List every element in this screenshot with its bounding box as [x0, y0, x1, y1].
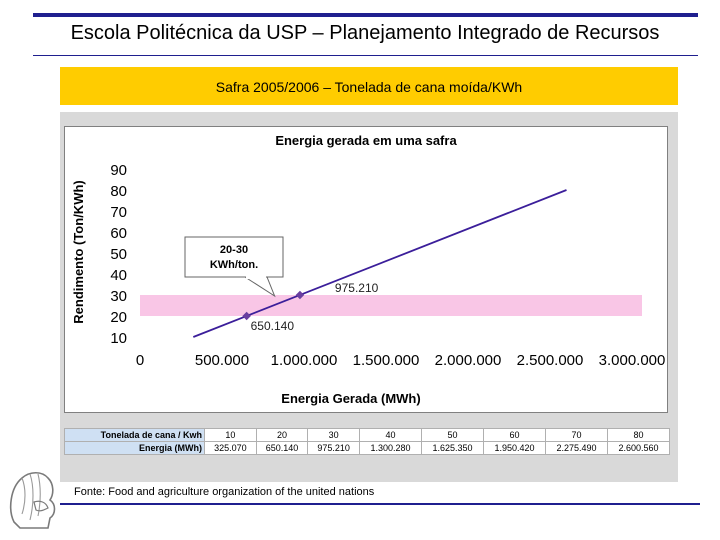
- table-cell: 50: [421, 428, 484, 442]
- table-row: Energia (MWh) 325.070 650.140 975.210 1.…: [64, 441, 671, 455]
- title-rule-bottom: [33, 55, 698, 56]
- x-tick-label: 500.000: [195, 352, 249, 369]
- y-tick-label: 70: [110, 204, 127, 221]
- banner: Safra 2005/2006 – Tonelada de cana moída…: [60, 67, 678, 105]
- helmet-logo-icon: [9, 471, 56, 529]
- chart-area: Energia gerada em uma safra Rendimento (T…: [64, 126, 668, 413]
- callout-line-1: 20-30: [220, 244, 248, 256]
- table-row: Tonelada de cana / Kwh 10 20 30 40 50 60…: [64, 428, 671, 442]
- data-table: Tonelada de cana / Kwh 10 20 30 40 50 60…: [64, 428, 671, 455]
- y-tick-label: 50: [110, 246, 127, 263]
- callout-line-2: KWh/ton.: [210, 259, 258, 271]
- y-tick-label: 20: [110, 309, 127, 326]
- y-tick-label: 60: [110, 225, 127, 242]
- table-cell: 1.300.280: [359, 441, 422, 455]
- x-tick-label: 1.500.000: [353, 352, 420, 369]
- y-tick-label: 30: [110, 288, 127, 305]
- y-tick-label: 80: [110, 183, 127, 200]
- table-cell: 2.600.560: [606, 441, 671, 455]
- x-tick-label: 3.000.000: [599, 352, 666, 369]
- table-cell: 2.275.490: [544, 441, 608, 455]
- data-point: [295, 290, 305, 300]
- chart-svg: Energia gerada em uma safra Rendimento (T…: [71, 133, 666, 406]
- table-cell: 1.950.420: [482, 441, 546, 455]
- x-tick-label: 2.500.000: [517, 352, 584, 369]
- x-tick-label: 0: [136, 352, 144, 369]
- slide-title: Escola Politécnica da USP – Planejamento…: [70, 22, 660, 44]
- table-cell: 10: [204, 428, 257, 442]
- source-note: Fonte: Food and agriculture organization…: [74, 486, 375, 498]
- callout-box: [184, 236, 284, 278]
- table-cell: 20: [255, 428, 309, 442]
- data-point-label: 650.140: [251, 319, 295, 333]
- table-cell: 1.625.350: [421, 441, 484, 455]
- table-cell: 975.210: [307, 441, 361, 455]
- y-tick-label: 10: [110, 330, 127, 347]
- x-axis-label: Energia Gerada (MWh): [281, 391, 420, 406]
- table-header-cell: Tonelada de cana / Kwh: [64, 428, 205, 442]
- y-axis-label: Rendimento (Ton/KWh): [71, 180, 86, 323]
- chart-title: Energia gerada em uma safra: [275, 133, 457, 148]
- y-tick-label: 90: [110, 162, 127, 179]
- footer-rule: [60, 503, 700, 505]
- y-tick-label: 40: [110, 267, 127, 284]
- table-cell: 80: [606, 428, 671, 442]
- data-point: [242, 311, 251, 321]
- callout-joint: [246, 275, 266, 279]
- callout-pointer: [243, 276, 276, 298]
- table-cell: 60: [482, 428, 546, 442]
- highlight-band: [140, 295, 642, 316]
- table-header-cell: Energia (MWh): [64, 441, 205, 455]
- table-cell: 325.070: [204, 441, 257, 455]
- table-cell: 70: [544, 428, 608, 442]
- x-tick-label: 2.000.000: [435, 352, 502, 369]
- title-rule-top: [33, 13, 698, 17]
- table-cell: 40: [359, 428, 422, 442]
- table-cell: 30: [307, 428, 361, 442]
- table-cell: 650.140: [255, 441, 309, 455]
- series-line: [192, 189, 567, 338]
- x-tick-label: 1.000.000: [271, 352, 338, 369]
- data-point-label: 975.210: [335, 281, 379, 295]
